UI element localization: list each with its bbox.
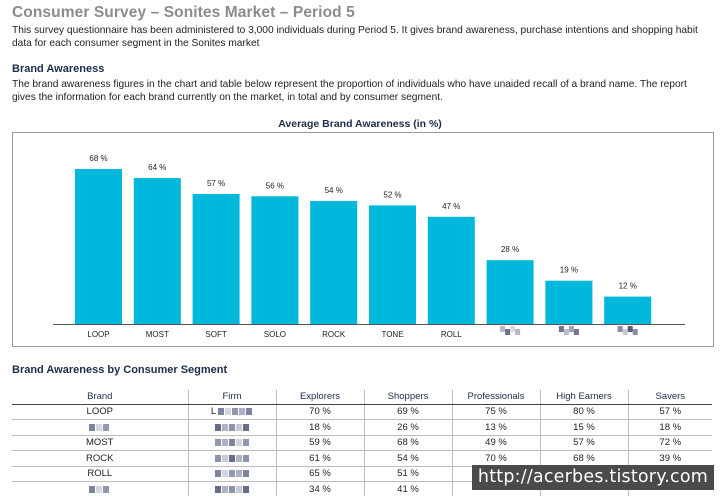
segment-table-heading: Brand Awareness by Consumer Segment [12, 364, 228, 376]
segment-value-cell: 54 % [363, 450, 452, 466]
chart-bar [545, 280, 593, 324]
chart-category-label: ROLL [441, 330, 462, 339]
chart-title: Average Brand Awareness (in %) [278, 118, 442, 130]
chart-bar [486, 260, 534, 324]
chart-category-label: LOOP [87, 330, 109, 339]
chart-category-label: SOFT [205, 330, 226, 339]
col-header-firm: Firm [187, 390, 276, 405]
redacted-category-label [500, 326, 521, 335]
brand-name: ROLL [87, 468, 113, 480]
chart-value-label: 52 % [383, 190, 401, 199]
brand-cell: ROLL [12, 465, 188, 482]
chart-value-label: 19 % [560, 266, 578, 275]
table-header-row: Brand Firm Explorers Shoppers Profession… [12, 390, 712, 405]
brand-cell: LOOP [12, 403, 188, 420]
segment-value-cell: 57 % [627, 403, 712, 420]
segment-value-cell: 15 % [539, 419, 628, 435]
chart-bar [133, 178, 181, 324]
page-title: Consumer Survey – Sonites Market – Perio… [12, 4, 355, 21]
brand-cell [12, 419, 188, 435]
chart-value-label: 12 % [619, 282, 637, 291]
segment-value-cell: 69 % [363, 403, 452, 420]
chart-bar [251, 196, 299, 324]
firm-cell [187, 434, 276, 451]
segment-value-cell: 41 % [363, 481, 452, 496]
chart-bar [427, 216, 475, 324]
firm-cell [187, 465, 276, 482]
col-header-brand: Brand [12, 390, 188, 405]
segment-value-cell: 61 % [275, 450, 364, 466]
firm-cell [187, 419, 276, 435]
chart-value-label: 28 % [501, 245, 519, 254]
segment-value-cell: 51 % [363, 465, 452, 482]
col-header-explorers: Explorers [275, 390, 364, 405]
segment-value-cell: 49 % [451, 434, 540, 451]
col-header-savers: Savers [627, 390, 712, 405]
brand-awareness-heading: Brand Awareness [12, 63, 105, 75]
chart-value-label: 47 % [442, 202, 460, 211]
segment-value-cell: 59 % [275, 434, 364, 451]
table-row: LOOP L 70 % 69 % 75 % 80 % 57 % [12, 403, 712, 420]
segment-value-cell: 68 % [363, 434, 452, 451]
col-header-shoppers: Shoppers [363, 390, 452, 405]
chart-bar [192, 194, 240, 324]
brand-name: LOOP [86, 406, 113, 418]
intro-text: This survey questionnaire has been admin… [12, 25, 698, 49]
segment-table: Brand Firm Explorers Shoppers Profession… [12, 390, 712, 496]
segment-value-cell: 26 % [363, 419, 452, 435]
bar-chart: 68 % LOOP 64 % MOST 57 % SOFT 56 % SOLO 54 % ROCK… [53, 154, 685, 339]
chart-value-label: 56 % [266, 181, 284, 190]
chart-category-label: SOLO [264, 330, 286, 339]
chart-bar [369, 205, 416, 324]
brand-cell: ROCK [12, 450, 188, 466]
segment-value-cell: 80 % [539, 403, 628, 420]
col-header-high-earners: High Earners [539, 390, 628, 405]
segment-value-cell: 65 % [275, 465, 364, 482]
firm-cell: L [187, 403, 276, 420]
chart-category-label: ROCK [322, 330, 346, 339]
chart-bar [604, 296, 652, 324]
chart-value-label: 57 % [207, 179, 225, 188]
chart-value-label: 64 % [148, 163, 166, 172]
chart-bar [310, 200, 358, 324]
chart-frame: 68 % LOOP 64 % MOST 57 % SOFT 56 % SOLO 54 % ROCK… [12, 132, 714, 347]
firm-name: L [210, 406, 217, 418]
table-row: MOST 59 % 68 % 49 % 57 % 72 % [12, 434, 712, 451]
brand-cell [12, 481, 188, 496]
segment-value-cell: 39 % [627, 450, 712, 466]
brand-name: ROCK [86, 452, 114, 464]
firm-cell [187, 450, 276, 466]
brand-name: MOST [86, 437, 114, 449]
segment-value-cell: 13 % [451, 419, 540, 435]
redacted-category-label [558, 326, 579, 335]
segment-value-cell: 68 % [539, 450, 628, 466]
segment-value-cell: 57 % [539, 434, 628, 451]
chart-value-label: 54 % [325, 186, 343, 195]
brand-awareness-text: The brand awareness figures in the chart… [12, 79, 687, 103]
brand-cell: MOST [12, 434, 188, 451]
firm-cell [187, 481, 276, 496]
segment-value-cell: 72 % [627, 434, 712, 451]
segment-value-cell: 70 % [451, 450, 540, 466]
chart-value-label: 68 % [89, 154, 107, 163]
watermark: http://acerbes.tistory.com [471, 465, 714, 490]
chart-category-label: MOST [146, 330, 169, 339]
segment-value-cell: 70 % [275, 403, 364, 420]
chart-category-label: TONE [381, 330, 403, 339]
segment-value-cell: 18 % [275, 419, 364, 435]
segment-value-cell: 75 % [451, 403, 540, 420]
table-row: ROCK 61 % 54 % 70 % 68 % 39 % [12, 450, 712, 466]
col-header-professionals: Professionals [451, 390, 540, 405]
redacted-category-label [617, 326, 638, 335]
table-row: 18 % 26 % 13 % 15 % 18 % [12, 419, 712, 435]
segment-value-cell: 34 % [275, 481, 364, 496]
segment-value-cell: 18 % [627, 419, 712, 435]
chart-bar [75, 169, 122, 324]
